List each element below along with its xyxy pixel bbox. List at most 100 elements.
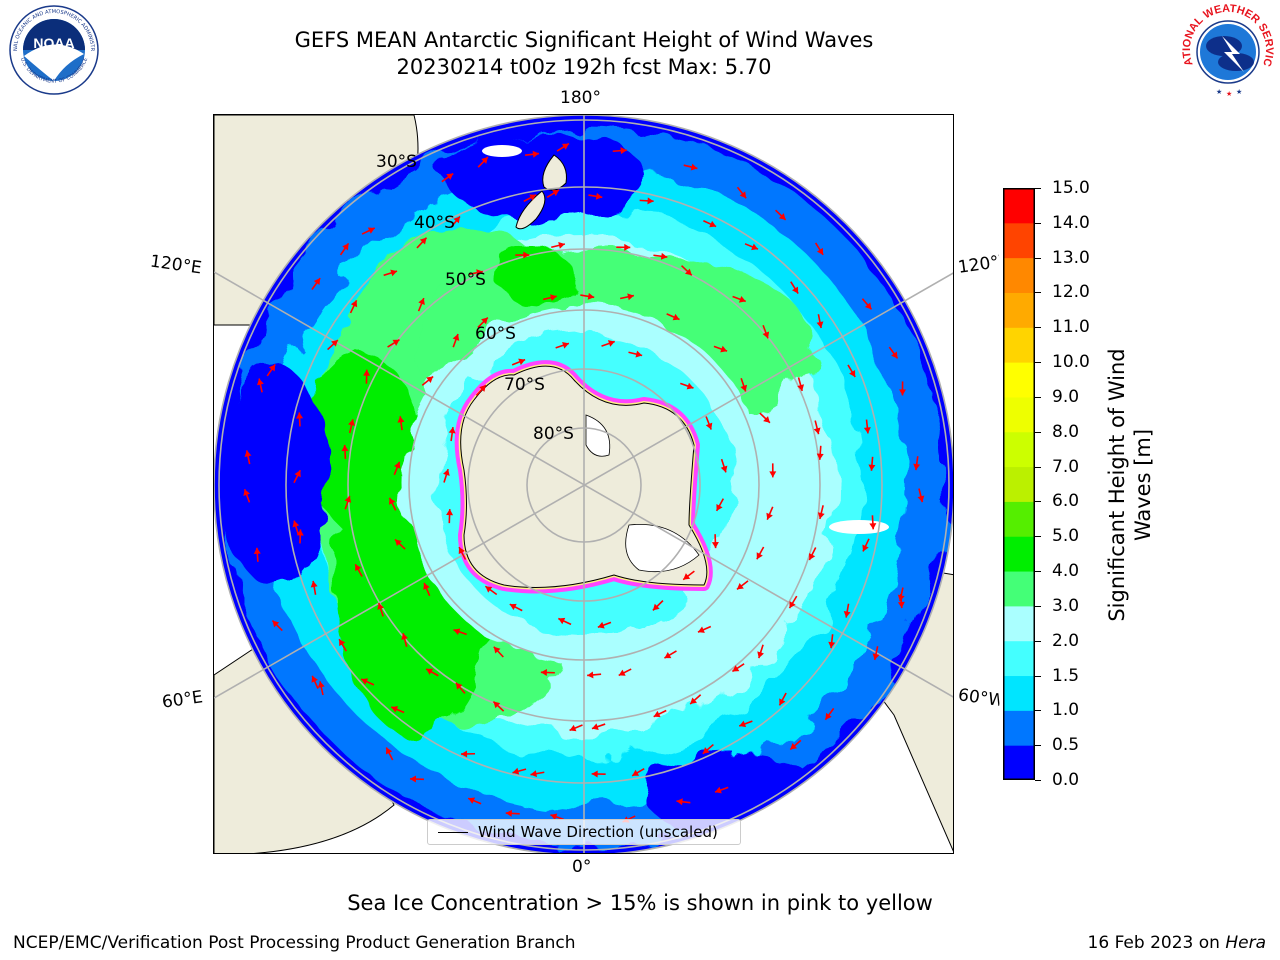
wave-direction-arrowhead: [311, 675, 318, 683]
lon-label-60e: 60°E: [160, 687, 205, 713]
wave-direction-arrowhead: [509, 603, 517, 611]
wave-direction-arrowhead: [391, 706, 399, 713]
wave-direction-arrowhead: [419, 237, 427, 245]
wave-direction-arrowhead: [868, 464, 876, 471]
wave-direction-arrowhead: [385, 747, 393, 755]
wave-direction-arrowhead: [587, 671, 594, 679]
lat-label-30s: 30°S: [376, 152, 417, 172]
legend-line-sample: [438, 832, 468, 833]
colorbar-tick-mark: [1035, 780, 1041, 781]
wave-direction-arrowhead: [493, 646, 501, 654]
wave-direction-arrowhead: [690, 163, 698, 171]
wave-direction-arrowhead: [461, 750, 468, 758]
colorbar-swatch: [1003, 362, 1035, 398]
wave-direction-arrowhead: [446, 509, 454, 516]
wave-direction-arrowhead: [493, 701, 501, 709]
wave-direction-arrowhead: [711, 542, 719, 549]
wave-direction-arrowhead: [808, 553, 816, 561]
wave-direction-arrowhead: [862, 544, 869, 552]
wave-direction-arrowhead: [426, 668, 434, 675]
colorbar-tick-label: 14.0: [1052, 212, 1090, 233]
new-zealand-north: [542, 154, 567, 191]
colorbar-swatch: [1003, 640, 1035, 677]
wave-direction-arrowhead: [256, 378, 264, 386]
footer-date: 16 Feb 2023 on Hera: [1088, 933, 1266, 953]
colorbar-swatch: [1003, 292, 1035, 328]
wave-direction-arrowhead: [292, 520, 300, 528]
colorbar-swatch: [1003, 257, 1035, 293]
wave-direction-arrowhead: [683, 573, 691, 580]
colorbar-tick-mark: [1035, 605, 1041, 607]
colorbar-swatch: [1003, 327, 1035, 363]
wave-direction-arrowhead: [443, 469, 450, 476]
colorbar-tick-mark: [1035, 222, 1041, 224]
colorbar-tick-mark: [1035, 327, 1041, 329]
wave-direction-arrowhead: [455, 682, 463, 690]
wave-direction-arrowhead: [817, 512, 825, 519]
colorbar-swatch: [1003, 571, 1035, 607]
wave-direction-arrowhead: [481, 157, 488, 164]
wave-direction-arrowhead: [394, 539, 402, 547]
wave-direction-arrowhead: [756, 552, 763, 560]
wave-direction-arrowhead: [361, 678, 369, 685]
colorbar-tick-mark: [1035, 501, 1041, 503]
wave-direction-arrowhead: [690, 697, 697, 705]
colorbar-tick-label: 1.5: [1052, 665, 1080, 686]
wave-direction-arrowhead: [869, 523, 877, 530]
wave-direction-arrowhead: [558, 241, 565, 249]
wave-direction-arrowhead: [739, 191, 747, 199]
colorbar-tick-mark: [1035, 188, 1041, 189]
colorbar-swatch: [1003, 188, 1035, 224]
wave-direction-arrowhead: [702, 747, 710, 754]
wave-direction-arrowhead: [917, 495, 925, 503]
colorbar-swatch: [1003, 605, 1035, 642]
wave-direction-arrowhead: [864, 302, 872, 310]
wave-direction-arrowhead: [331, 340, 338, 347]
map-frame: [213, 114, 954, 854]
wave-direction-arrowhead: [512, 767, 520, 775]
wave-direction-arrowhead: [317, 681, 325, 688]
wave-direction-arrowhead: [350, 300, 358, 308]
colorbar-swatch: [1003, 431, 1035, 468]
wave-direction-arrowhead: [779, 698, 786, 706]
wave-direction-arrowhead: [409, 775, 417, 783]
wave-direction-arrowhead: [843, 611, 851, 618]
footer-credit: NCEP/EMC/Verification Post Processing Pr…: [13, 933, 576, 953]
wave-direction-arrowhead: [453, 216, 460, 224]
wave-direction-arrowhead: [587, 292, 595, 300]
lon-label-120e: 120°E: [148, 251, 203, 279]
colorbar-tick-mark: [1035, 396, 1041, 398]
wave-direction-arrowhead: [341, 444, 349, 452]
svg-text:★: ★: [1226, 90, 1232, 98]
colorbar: [1003, 188, 1035, 781]
wave-direction-arrowhead: [426, 376, 434, 383]
wave-direction-arrowhead: [797, 384, 805, 391]
wave-direction-arrowhead: [792, 286, 799, 294]
sea-ice-note: Sea Ice Concentration > 15% is shown in …: [347, 891, 933, 915]
wave-direction-arrowhead: [632, 769, 640, 776]
wave-direction-arrowhead: [789, 601, 796, 609]
new-zealand-south: [515, 190, 546, 230]
colorbar-tick-mark: [1035, 640, 1041, 642]
wave-direction-arrowhead: [244, 450, 252, 457]
wave-direction-arrowhead: [468, 797, 476, 804]
wave-direction-arrowhead: [367, 227, 375, 234]
wave-direction-arrowhead: [816, 453, 824, 460]
wave-direction-arrowhead: [624, 243, 631, 251]
colorbar-tick-label: 13.0: [1052, 247, 1090, 268]
wave-direction-arrowhead: [778, 213, 786, 220]
wave-direction-arrowhead: [716, 503, 723, 511]
wave-direction-arrowhead: [825, 712, 832, 720]
wave-direction-arrowhead: [763, 416, 770, 423]
colorbar-swatch: [1003, 536, 1035, 572]
wave-direction-arrowhead: [766, 512, 773, 520]
colorbar-title: Significant Height of Wind Waves [m]: [1104, 348, 1156, 621]
wave-direction-arrowhead: [550, 813, 558, 821]
wave-direction-arrowhead: [532, 150, 539, 158]
wave-direction-arrowhead: [736, 582, 744, 590]
wave-direction-arrowhead: [518, 358, 526, 366]
wave-direction-arrowhead: [479, 385, 486, 392]
wave-direction-arrowhead: [849, 370, 856, 377]
wave-direction-arrowhead: [899, 389, 907, 396]
lon-label-120w: 120°W: [956, 252, 1002, 278]
